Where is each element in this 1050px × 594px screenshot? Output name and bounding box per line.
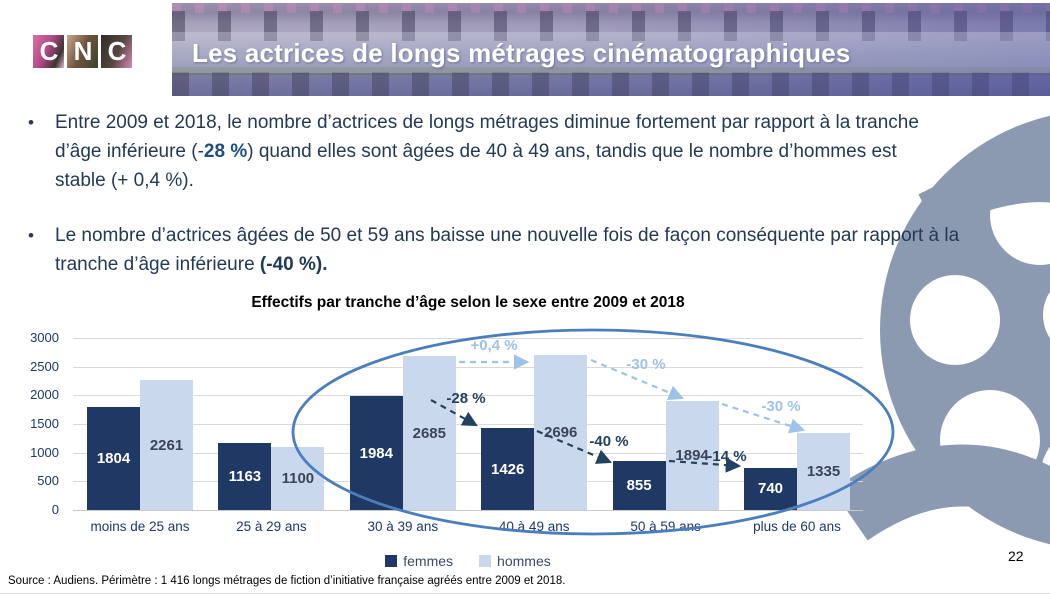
- logo-letter-c2: C: [101, 35, 132, 68]
- bar-femmes: 740: [744, 467, 797, 510]
- bar-hommes: 2685: [402, 356, 456, 510]
- annotation-label: -30 %: [761, 398, 800, 415]
- annotation-label: -30 %: [626, 356, 665, 373]
- bar-hommes: 1100: [271, 446, 325, 510]
- bar-femmes: 1984: [349, 396, 403, 510]
- bar-hommes: 1894: [665, 401, 719, 510]
- bar-hommes: 2261: [140, 380, 193, 510]
- bullet-text-segment: ) quand elles sont âgées de 40 à 49 ans,…: [55, 141, 897, 191]
- source-note: Source : Audiens. Périmètre : 1 416 long…: [8, 575, 566, 587]
- bullet-text: Entre 2009 et 2018, le nombre d’actrices…: [55, 108, 935, 195]
- bullet-text-segment: Le nombre d’actrices âgées de 50 et 59 a…: [55, 225, 960, 275]
- cnc-logo: C N C: [33, 35, 132, 68]
- chart-legend: femmes hommes: [73, 553, 863, 569]
- bar-hommes: 1335: [797, 433, 850, 510]
- logo-letter-c1: C: [33, 35, 64, 68]
- annotation-label: -40 %: [589, 433, 628, 450]
- legend-item-hommes: hommes: [479, 553, 551, 569]
- category-label: 25 à 29 ans: [236, 519, 307, 534]
- gridline: [73, 338, 863, 339]
- y-axis-tick-label: 1000: [30, 444, 59, 460]
- bar-femmes: 855: [612, 460, 666, 510]
- bar-value-label: 1426: [491, 460, 525, 478]
- bullet-text-segment: (-40 %).: [259, 254, 328, 275]
- bullet-text-segment: 28 %: [203, 141, 248, 162]
- bullet-text: Le nombre d’actrices âgées de 50 et 59 a…: [55, 221, 975, 279]
- annotation-label: +0,4 %: [470, 337, 517, 354]
- y-axis-tick-label: 500: [37, 473, 59, 489]
- category-label: 40 à 49 ans: [498, 519, 570, 534]
- legend-swatch: [385, 555, 398, 567]
- legend-label: hommes: [497, 553, 551, 569]
- y-axis-tick-label: 3000: [30, 330, 59, 345]
- bar-value-label: 1894: [675, 447, 709, 465]
- gridline: [73, 510, 863, 511]
- y-axis-tick-label: 2500: [30, 358, 59, 374]
- chart-title: Effectifs par tranche d’âge selon le sex…: [251, 294, 685, 311]
- bullet-text-segment: Entre 2009 et 2018, le nombre d’actrices…: [55, 112, 919, 162]
- bar-value-label: 1100: [281, 469, 315, 487]
- bar-value-label: 1984: [359, 444, 393, 462]
- legend-label: femmes: [403, 553, 454, 569]
- category-label: 50 à 59 ans: [630, 519, 701, 534]
- y-axis-tick-label: 2000: [30, 387, 59, 403]
- slide-title: Les actrices de longs métrages cinématog…: [192, 38, 851, 68]
- bar-hommes: 2696: [534, 355, 588, 510]
- bullet-item: • Entre 2009 et 2018, le nombre d’actrice…: [28, 108, 975, 195]
- bar-femmes: 1426: [481, 428, 535, 510]
- category-label: moins de 25 ans: [90, 519, 190, 534]
- banner-title-band: [172, 32, 1050, 73]
- bar-value-label: 2696: [544, 424, 578, 442]
- legend-swatch: [479, 555, 492, 567]
- bar-value-label: 2261: [149, 436, 184, 454]
- bullet-marker: •: [28, 113, 34, 132]
- page-number: 22: [1008, 548, 1024, 564]
- logo-letter-n: N: [67, 35, 98, 68]
- header-banner: Les actrices de longs métrages cinématog…: [172, 3, 1050, 96]
- bar-femmes: 1163: [218, 443, 272, 510]
- bar-value-label: 1163: [228, 468, 262, 486]
- gridline: [73, 366, 863, 368]
- bar-value-label: 1335: [806, 463, 841, 481]
- y-axis-tick-label: 1500: [30, 416, 59, 431]
- bar-value-label: 1804: [96, 449, 131, 467]
- category-label: plus de 60 ans: [753, 519, 841, 534]
- annotation-arrow: [721, 402, 806, 434]
- bar-femmes: 1804: [87, 406, 140, 510]
- y-axis-tick-label: 0: [51, 502, 59, 517]
- bar-value-label: 855: [626, 476, 652, 494]
- category-label: 30 à 39 ans: [367, 519, 439, 534]
- bullet-item: • Le nombre d’actrices âgées de 50 et 59 …: [28, 221, 975, 279]
- legend-item-femmes: femmes: [385, 553, 453, 569]
- bar-value-label: 2685: [412, 424, 446, 442]
- bullet-list: • Entre 2009 et 2018, le nombre d’actrice…: [28, 108, 975, 279]
- bar-value-label: 740: [757, 480, 784, 498]
- bullet-marker: •: [28, 226, 34, 245]
